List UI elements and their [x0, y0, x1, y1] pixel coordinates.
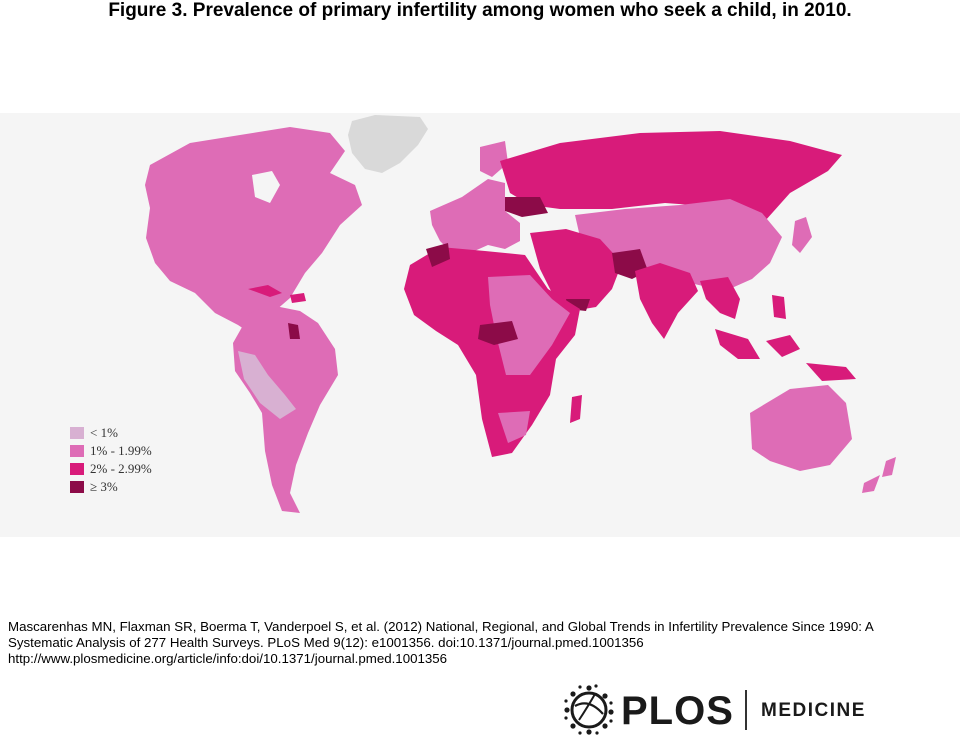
map-region-caribbean-hispaniola: [290, 293, 306, 303]
map-region-philippines: [772, 295, 786, 319]
map-region-greenland: [348, 115, 428, 173]
legend-label-lt-1: < 1%: [90, 425, 118, 440]
map-region-scandinavia: [480, 141, 508, 177]
legend-label-gte-3: ≥ 3%: [90, 479, 118, 494]
plos-wordmark: PLOS: [621, 689, 734, 733]
map-region-new-zealand: [882, 457, 896, 477]
legend-swatch-1-1.99: [70, 445, 84, 457]
logo-divider: [745, 690, 747, 730]
plos-medicine-logo: PLOS MEDICINE: [563, 682, 883, 738]
legend-swatch-lt-1: [70, 427, 84, 439]
legend-swatch-gte-3: [70, 481, 84, 493]
map-region-central-asia-china: [575, 199, 782, 291]
map-region-caribbean-cuba: [248, 285, 282, 297]
map-region-east-africa: [488, 275, 570, 375]
map-region-ukraine: [505, 197, 548, 217]
map-region-madagascar: [570, 395, 582, 423]
map-legend: < 1% 1% - 1.99% 2% - 2.99% ≥ 3%: [70, 425, 152, 494]
map-region-central-african-republic: [478, 321, 518, 345]
world-map-panel: < 1% 1% - 1.99% 2% - 2.99% ≥ 3%: [0, 113, 960, 537]
map-region-indonesia-3: [806, 363, 856, 381]
map-region-morocco: [426, 243, 450, 267]
map-region-india: [635, 263, 698, 339]
legend-swatch-2-2.99: [70, 463, 84, 475]
plos-emblem-icon: [564, 684, 614, 735]
citation-line-1: Mascarenhas MN, Flaxman SR, Boerma T, Va…: [8, 619, 874, 634]
map-region-australia: [750, 385, 852, 471]
map-region-russia: [500, 131, 842, 221]
plos-journal-name: MEDICINE: [761, 700, 866, 721]
map-region-indonesia-2: [766, 335, 800, 357]
legend-label-1-1.99: 1% - 1.99%: [90, 443, 152, 458]
map-region-southeast-asia: [700, 277, 740, 319]
figure-title: Figure 3. Prevalence of primary infertil…: [108, 0, 852, 21]
map-region-japan: [792, 217, 812, 253]
citation: Mascarenhas MN, Flaxman SR, Boerma T, Va…: [8, 619, 953, 667]
map-region-guyana: [288, 323, 300, 339]
legend-label-2-2.99: 2% - 2.99%: [90, 461, 152, 476]
world-map: < 1% 1% - 1.99% 2% - 2.99% ≥ 3%: [70, 115, 896, 513]
map-region-indonesia-1: [715, 329, 760, 359]
map-region-new-zealand-south: [862, 475, 880, 493]
map-region-europe: [430, 179, 520, 253]
citation-url[interactable]: http://www.plosmedicine.org/article/info…: [8, 651, 448, 666]
map-region-north-america: [145, 127, 362, 333]
citation-line-2: Systematic Analysis of 277 Health Survey…: [8, 635, 644, 650]
map-region-southern-africa: [498, 411, 530, 443]
map-region-middle-east: [530, 229, 622, 311]
map-region-hudson-bay: [252, 171, 280, 203]
map-region-peru-bolivia: [238, 351, 296, 419]
